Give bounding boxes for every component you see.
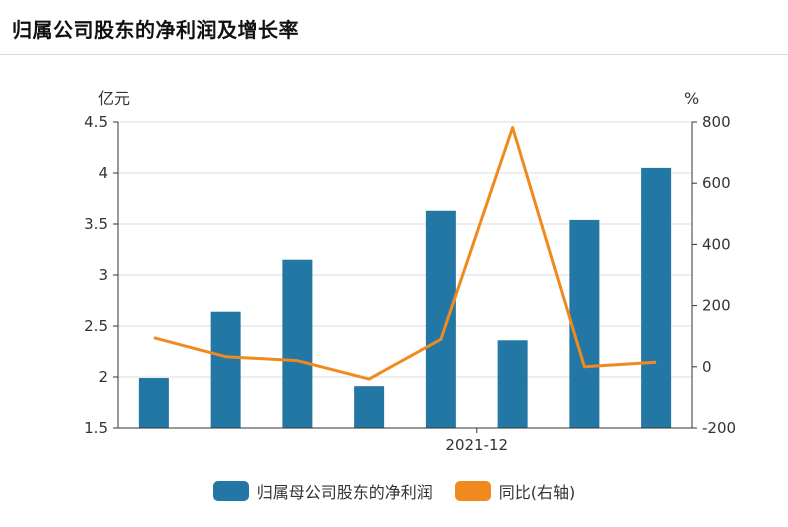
y-right-unit-label: % <box>684 89 699 108</box>
legend-line-swatch <box>454 481 491 501</box>
legend-bar-label: 归属母公司股东的净利润 <box>256 483 433 502</box>
bar <box>354 386 385 428</box>
y-right-tick-label: 600 <box>702 174 731 192</box>
legend-item-bar[interactable]: 归属母公司股东的净利润 <box>212 479 433 503</box>
growth-line <box>153 126 657 381</box>
grid-lines <box>118 121 692 378</box>
y-right-tick-label: 400 <box>702 235 731 253</box>
bar <box>497 340 528 428</box>
y-left-tick-label: 3.5 <box>84 215 108 233</box>
x-tick-label: 2021-12 <box>445 436 508 454</box>
axes: 1.5 2 2.5 3 3.5 4 4.5 -200 0 200 400 600 800 2021-12 <box>84 113 736 454</box>
legend-line-label: 同比(右轴) <box>498 483 576 502</box>
y-left-tick-label: 1.5 <box>84 419 108 437</box>
y-left-tick-label: 3 <box>98 266 108 284</box>
legend: 归属母公司股东的净利润 同比(右轴) <box>0 476 788 506</box>
y-right-tick-label: -200 <box>702 419 736 437</box>
y-right-tick-label: 0 <box>702 358 712 376</box>
y-left-unit-label: 亿元 <box>98 89 130 108</box>
page-title: 归属公司股东的净利润及增长率 <box>12 18 299 42</box>
legend-item-line[interactable]: 同比(右轴) <box>454 479 576 503</box>
y-left-tick-label: 4.5 <box>84 113 108 131</box>
bar <box>210 311 241 428</box>
legend-bar-swatch <box>212 481 249 501</box>
y-left-tick-label: 2.5 <box>84 317 108 335</box>
bar <box>282 259 313 428</box>
line-series <box>153 126 657 381</box>
bar <box>425 210 456 428</box>
y-left-tick-label: 4 <box>98 164 108 182</box>
bar <box>138 378 169 428</box>
header: 归属公司股东的净利润及增长率 <box>0 0 788 55</box>
y-right-tick-label: 800 <box>702 113 731 131</box>
bar <box>569 219 600 428</box>
y-right-tick-label: 200 <box>702 297 731 315</box>
y-left-tick-label: 2 <box>98 368 108 386</box>
bar <box>641 167 672 428</box>
bar-series <box>138 167 672 428</box>
